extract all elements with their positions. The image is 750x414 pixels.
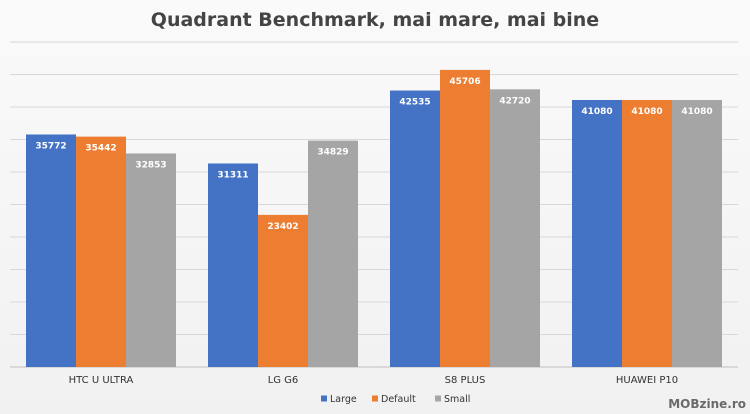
legend-label-small: Small — [444, 394, 470, 405]
bar-large — [390, 90, 440, 368]
legend-label-default: Default — [381, 394, 416, 405]
value-label: 41080 — [581, 107, 612, 117]
value-labels: 35772 35442 32853 31311 23402 34829 42535 45706… — [35, 77, 712, 232]
value-label: 35442 — [85, 144, 116, 154]
value-label: 32853 — [135, 160, 166, 170]
bar-large — [26, 134, 76, 367]
category-label: HTC U ULTRA — [69, 375, 134, 386]
chart-title: Quadrant Benchmark, mai mare, mai bine — [151, 9, 599, 31]
value-label: 35772 — [35, 141, 66, 151]
bar-large — [208, 163, 258, 367]
bar-small — [126, 153, 176, 367]
bars — [26, 69, 722, 368]
bar-large — [572, 99, 622, 367]
value-label: 23402 — [267, 222, 298, 232]
bar-default — [76, 136, 126, 367]
category-labels: HTC U ULTRA LG G6 S8 PLUS HUAWEI P10 — [69, 375, 678, 386]
legend-swatch-large — [321, 395, 327, 402]
value-label: 41080 — [681, 107, 712, 117]
bar-small — [672, 99, 722, 367]
value-label: 34829 — [317, 148, 348, 158]
legend-label-large: Large — [330, 394, 357, 405]
value-label: 45706 — [449, 77, 480, 87]
legend-swatch-small — [435, 395, 441, 402]
value-label: 41080 — [631, 107, 662, 117]
bar-default — [440, 69, 490, 367]
value-label: 42535 — [399, 98, 430, 108]
category-label: HUAWEI P10 — [616, 375, 678, 386]
category-label: S8 PLUS — [445, 375, 486, 386]
bar-default — [622, 99, 672, 367]
value-label: 31311 — [217, 170, 248, 180]
bar-small — [490, 89, 540, 367]
value-label: 42720 — [499, 96, 530, 106]
watermark: MOBzine.ro — [668, 397, 746, 411]
legend-swatch-default — [372, 395, 378, 402]
bar-small — [308, 140, 358, 367]
legend: Large Default Small — [321, 394, 470, 405]
category-label: LG G6 — [268, 375, 299, 386]
bar-default — [258, 214, 308, 367]
